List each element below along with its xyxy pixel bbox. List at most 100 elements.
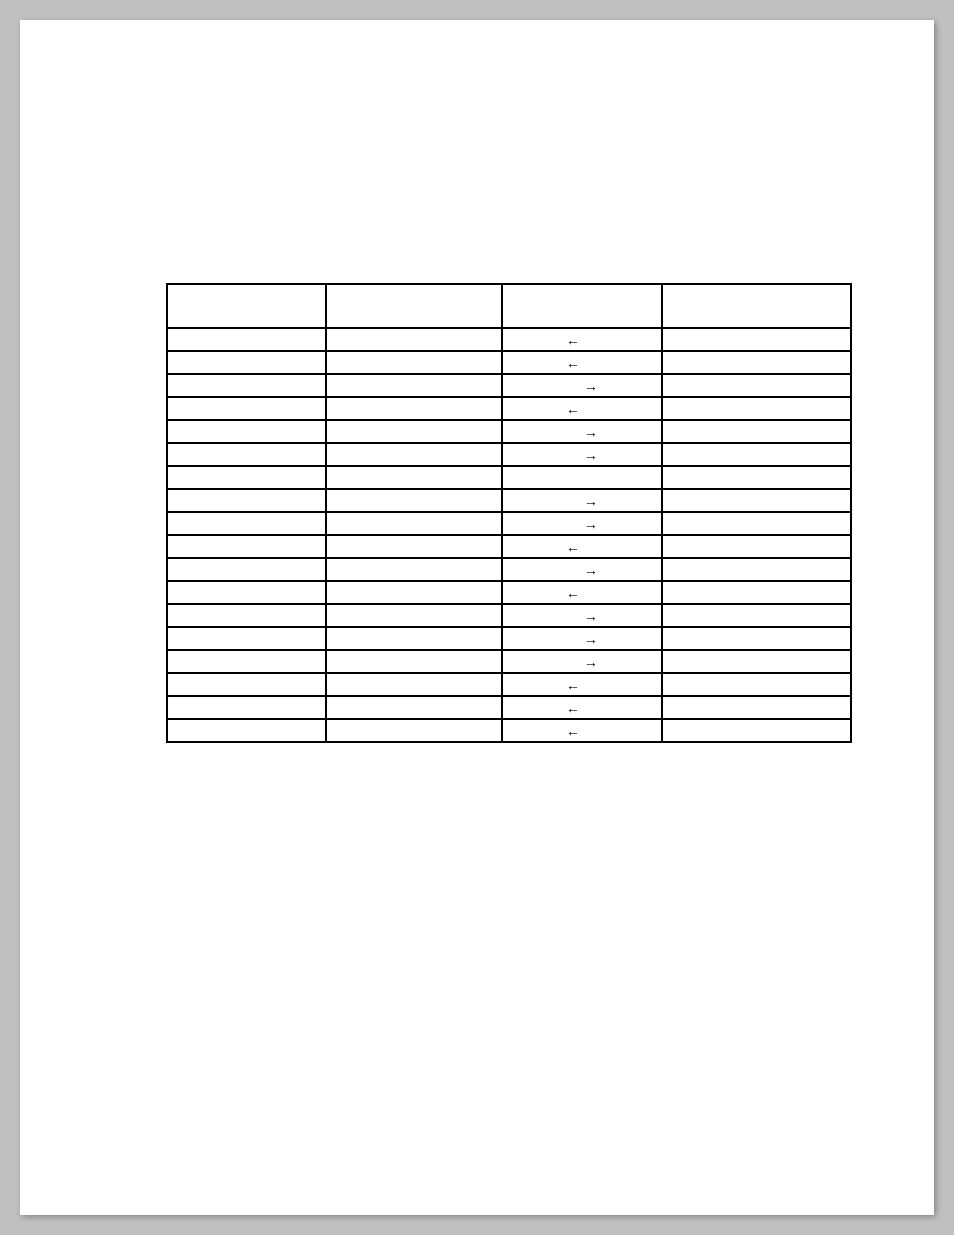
table-header-row (167, 284, 851, 328)
arrow-right-icon: → (566, 632, 598, 646)
table-cell (167, 512, 326, 535)
table-cell (326, 284, 502, 328)
table-cell (167, 420, 326, 443)
table-cell (167, 328, 326, 351)
table-cell: ← (502, 328, 662, 351)
table-cell (326, 627, 502, 650)
table-cell (662, 284, 851, 328)
table-container: ←←→←→→→→←→←→→→←←← (166, 283, 852, 743)
table-row: → (167, 627, 851, 650)
table-cell: → (502, 489, 662, 512)
table-cell: → (502, 558, 662, 581)
table-cell (167, 443, 326, 466)
table-cell (326, 374, 502, 397)
table-cell (326, 466, 502, 489)
table-cell (167, 558, 326, 581)
table-cell: ← (502, 719, 662, 742)
arrow-right-icon: → (566, 563, 598, 577)
table-cell (167, 604, 326, 627)
table-cell (662, 696, 851, 719)
table-cell (326, 719, 502, 742)
table-cell (326, 650, 502, 673)
table-cell (326, 489, 502, 512)
table-cell: → (502, 420, 662, 443)
table-cell: → (502, 650, 662, 673)
arrow-left-icon: ← (566, 356, 598, 370)
table-cell (662, 650, 851, 673)
table-row: → (167, 420, 851, 443)
table-row (167, 466, 851, 489)
table-cell (167, 650, 326, 673)
table-row: ← (167, 696, 851, 719)
table-row: ← (167, 581, 851, 604)
arrow-left-icon: ← (566, 724, 598, 738)
table-cell (662, 719, 851, 742)
table-cell: ← (502, 673, 662, 696)
table-cell: ← (502, 351, 662, 374)
table-row: ← (167, 328, 851, 351)
table-cell: ← (502, 696, 662, 719)
table-cell (326, 558, 502, 581)
table-cell: → (502, 512, 662, 535)
table-cell (326, 604, 502, 627)
table-cell: ← (502, 581, 662, 604)
table-cell (167, 627, 326, 650)
table-row: ← (167, 351, 851, 374)
table-cell (662, 512, 851, 535)
table-cell (326, 443, 502, 466)
arrow-right-icon: → (566, 609, 598, 623)
table-cell (662, 535, 851, 558)
table-row: ← (167, 535, 851, 558)
table-row: → (167, 558, 851, 581)
table-row: → (167, 650, 851, 673)
data-table: ←←→←→→→→←→←→→→←←← (166, 283, 852, 743)
arrow-right-icon: → (566, 425, 598, 439)
table-cell (326, 397, 502, 420)
table-cell (167, 374, 326, 397)
table-cell (662, 627, 851, 650)
arrow-right-icon: → (566, 448, 598, 462)
table-cell (662, 397, 851, 420)
table-cell: → (502, 627, 662, 650)
table-cell (326, 420, 502, 443)
table-cell (167, 489, 326, 512)
table-cell: → (502, 374, 662, 397)
table-row: → (167, 489, 851, 512)
table-cell (167, 696, 326, 719)
table-cell (167, 719, 326, 742)
table-cell (502, 284, 662, 328)
arrow-left-icon: ← (566, 586, 598, 600)
table-cell (167, 284, 326, 328)
table-cell (167, 581, 326, 604)
table-cell (662, 443, 851, 466)
table-cell (167, 673, 326, 696)
table-cell (662, 558, 851, 581)
table-cell (662, 673, 851, 696)
arrow-left-icon: ← (566, 540, 598, 554)
table-row: → (167, 604, 851, 627)
table-cell (326, 673, 502, 696)
table-cell: ← (502, 535, 662, 558)
table-row: → (167, 374, 851, 397)
arrow-left-icon: ← (566, 333, 598, 347)
table-cell (326, 328, 502, 351)
table-cell: → (502, 443, 662, 466)
arrow-left-icon: ← (566, 402, 598, 416)
table-cell (326, 535, 502, 558)
table-cell (167, 535, 326, 558)
table-cell (662, 420, 851, 443)
table-cell (326, 696, 502, 719)
table-cell (662, 489, 851, 512)
table-cell (662, 328, 851, 351)
document-page: ←←→←→→→→←→←→→→←←← (20, 20, 934, 1215)
arrow-right-icon: → (566, 517, 598, 531)
table-cell (326, 512, 502, 535)
arrow-right-icon: → (566, 655, 598, 669)
table-cell: ← (502, 397, 662, 420)
table-cell: → (502, 604, 662, 627)
table-cell (502, 466, 662, 489)
table-row: → (167, 512, 851, 535)
arrow-right-icon: → (566, 494, 598, 508)
table-cell (662, 604, 851, 627)
table-row: ← (167, 397, 851, 420)
